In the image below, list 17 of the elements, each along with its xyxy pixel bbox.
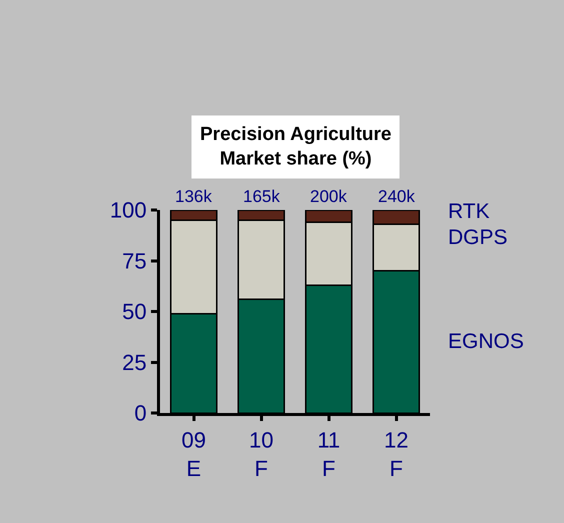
text: 240k xyxy=(378,187,416,206)
text: 165k xyxy=(243,187,280,206)
x-tick-label: 10 F xyxy=(249,427,274,481)
y-tick-label: 100 xyxy=(110,198,147,223)
series-label: EGNOS xyxy=(448,330,524,353)
x-tick-label: 11 F xyxy=(317,427,340,481)
y-tick-label: 75 xyxy=(122,248,147,274)
y-tick-label: 25 xyxy=(122,350,147,375)
y-tick-label: 0 xyxy=(134,400,147,426)
x-tick-label: 09 E xyxy=(182,427,206,481)
text: 136k xyxy=(175,187,212,206)
x-tick-label: 12 F xyxy=(384,427,408,481)
series-label: RTK xyxy=(448,200,490,223)
chart-title: Precision Agriculture Market share (%) xyxy=(200,124,392,170)
text: 200k xyxy=(310,187,348,206)
y-tick-label: 50 xyxy=(122,299,147,324)
series-label: DGPS xyxy=(448,226,508,249)
